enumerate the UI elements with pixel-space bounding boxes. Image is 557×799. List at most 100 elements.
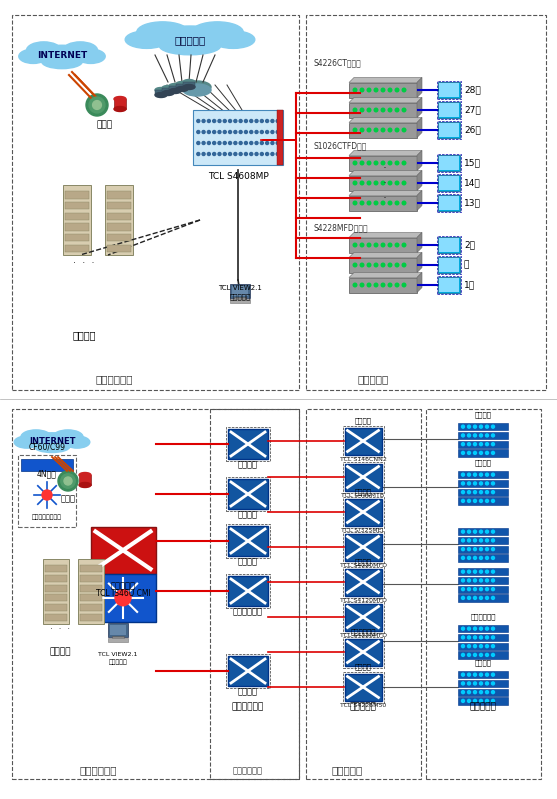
Circle shape: [486, 425, 488, 428]
Bar: [439, 156, 459, 170]
Bar: [234, 297, 246, 300]
Bar: [458, 651, 508, 658]
Bar: [226, 654, 270, 688]
Circle shape: [462, 425, 465, 428]
Circle shape: [402, 161, 406, 165]
Circle shape: [480, 636, 482, 639]
Bar: [458, 423, 508, 430]
Ellipse shape: [183, 84, 211, 96]
Ellipse shape: [183, 79, 195, 85]
Circle shape: [266, 120, 268, 122]
Circle shape: [202, 120, 205, 122]
Circle shape: [388, 108, 392, 112]
Bar: [80, 594, 102, 602]
Bar: [63, 185, 91, 255]
Text: 楼层配线间: 楼层配线间: [332, 765, 363, 775]
Ellipse shape: [34, 440, 70, 452]
Circle shape: [486, 627, 488, 630]
Circle shape: [467, 499, 471, 503]
Bar: [107, 223, 131, 231]
Circle shape: [381, 108, 385, 112]
Circle shape: [213, 153, 216, 156]
Bar: [107, 202, 131, 209]
Circle shape: [491, 636, 495, 639]
Text: INTERNET: INTERNET: [37, 51, 87, 61]
Circle shape: [491, 482, 495, 485]
Circle shape: [480, 682, 482, 685]
Bar: [458, 577, 508, 584]
Bar: [438, 122, 460, 138]
Circle shape: [374, 201, 378, 205]
Circle shape: [491, 627, 495, 630]
Circle shape: [491, 699, 495, 702]
Circle shape: [486, 434, 488, 437]
Circle shape: [480, 627, 482, 630]
Circle shape: [486, 579, 488, 582]
Bar: [65, 234, 89, 241]
Circle shape: [462, 473, 465, 476]
Text: 26层: 26层: [464, 125, 481, 134]
Circle shape: [367, 263, 371, 267]
Bar: [107, 191, 131, 199]
Bar: [78, 559, 104, 624]
Circle shape: [374, 88, 378, 92]
Circle shape: [381, 128, 385, 132]
Circle shape: [64, 477, 72, 485]
Circle shape: [480, 674, 482, 676]
Text: 网络中心机房: 网络中心机房: [95, 374, 133, 384]
Circle shape: [374, 243, 378, 247]
Bar: [107, 244, 131, 252]
Bar: [228, 479, 268, 509]
Circle shape: [353, 108, 357, 112]
Circle shape: [202, 153, 205, 156]
Ellipse shape: [76, 50, 105, 63]
Bar: [349, 102, 417, 117]
Circle shape: [367, 128, 371, 132]
Circle shape: [388, 201, 392, 205]
Circle shape: [473, 579, 476, 582]
Circle shape: [374, 161, 378, 165]
Bar: [114, 99, 126, 109]
Circle shape: [367, 201, 371, 205]
Polygon shape: [349, 117, 422, 122]
Text: 汇聚层交换机: 汇聚层交换机: [233, 766, 263, 775]
Circle shape: [467, 636, 471, 639]
Bar: [458, 471, 508, 479]
Circle shape: [402, 181, 406, 185]
Circle shape: [491, 654, 495, 657]
Circle shape: [255, 141, 258, 145]
Text: 15层: 15层: [464, 158, 481, 168]
Circle shape: [473, 539, 476, 542]
Circle shape: [255, 130, 258, 133]
Circle shape: [480, 547, 482, 551]
Bar: [437, 154, 461, 172]
Circle shape: [374, 263, 378, 267]
Bar: [226, 524, 270, 558]
Circle shape: [381, 88, 385, 92]
Text: 电脑公司: 电脑公司: [475, 659, 491, 666]
Circle shape: [395, 108, 399, 112]
Text: 网管工作站: 网管工作站: [229, 293, 251, 300]
Polygon shape: [417, 170, 422, 190]
Text: S1026CTFD模块: S1026CTFD模块: [313, 141, 367, 150]
Circle shape: [486, 443, 488, 446]
Circle shape: [388, 263, 392, 267]
Ellipse shape: [176, 81, 188, 86]
Circle shape: [234, 120, 237, 122]
Bar: [112, 636, 124, 639]
Bar: [458, 497, 508, 504]
Circle shape: [395, 88, 399, 92]
Bar: [344, 499, 382, 526]
Bar: [230, 299, 250, 303]
Bar: [343, 462, 384, 492]
Circle shape: [491, 499, 495, 503]
Ellipse shape: [79, 472, 91, 478]
Circle shape: [395, 243, 399, 247]
Bar: [458, 634, 508, 641]
Circle shape: [353, 201, 357, 205]
Ellipse shape: [42, 54, 82, 69]
Circle shape: [491, 451, 495, 455]
Circle shape: [271, 130, 274, 133]
Bar: [439, 83, 459, 97]
Polygon shape: [417, 190, 422, 210]
